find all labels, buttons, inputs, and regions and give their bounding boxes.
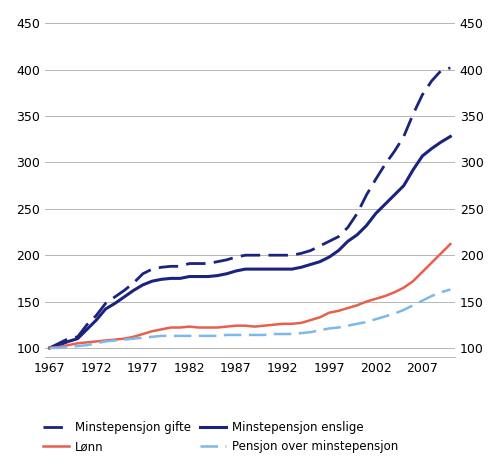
Legend: Minstepensjon gifte, Lønn, Minstepensjon enslige, Pensjon over minstepensjon: Minstepensjon gifte, Lønn, Minstepensjon…: [42, 422, 398, 454]
